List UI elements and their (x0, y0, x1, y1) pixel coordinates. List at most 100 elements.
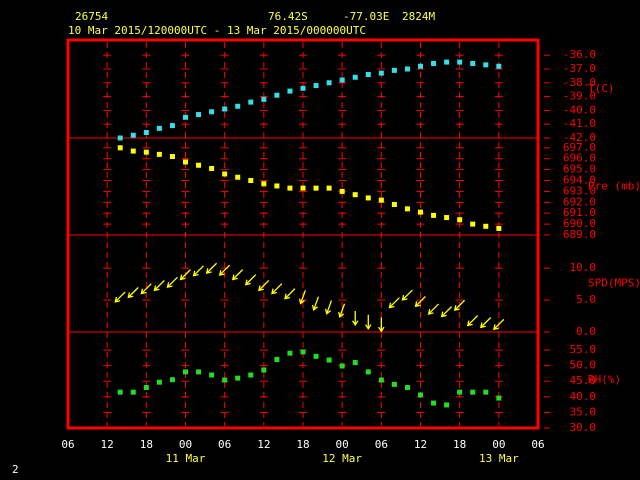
y-tick-label: -42.0 (563, 131, 596, 144)
panel-label: Pre (mb) (588, 180, 640, 193)
data-point (196, 369, 202, 375)
x-tick-label: 00 (179, 438, 192, 451)
y-tick-label: 35.0 (570, 405, 597, 418)
panel-label: T(C) (588, 82, 615, 95)
data-point (156, 379, 162, 385)
data-point (444, 215, 450, 221)
wind-arrow (378, 317, 385, 333)
data-point (117, 135, 123, 141)
data-point (470, 389, 476, 395)
data-point (483, 62, 489, 68)
wind-arrow (205, 262, 218, 274)
data-point (365, 369, 371, 375)
data-point (352, 74, 358, 80)
data-point (261, 96, 267, 102)
data-point (457, 59, 463, 65)
data-point (156, 125, 162, 131)
data-point (431, 212, 437, 218)
y-tick-label: 694.0 (563, 174, 596, 187)
data-point (313, 83, 319, 89)
wind-arrow (311, 296, 320, 312)
data-point (183, 369, 188, 375)
wind-arrow (231, 269, 244, 281)
data-point (183, 159, 188, 165)
data-point (339, 77, 345, 83)
data-point (248, 178, 254, 184)
x-tick-label: 18 (140, 438, 153, 451)
y-tick-label: 691.0 (563, 206, 596, 219)
data-point (483, 223, 489, 229)
wind-arrow (192, 265, 204, 277)
data-point (300, 85, 306, 91)
x-tick-label: 12 (414, 438, 427, 451)
x-tick-label: 06 (218, 438, 231, 451)
data-point (274, 92, 280, 98)
data-point (248, 372, 254, 378)
wind-arrow (258, 280, 270, 292)
data-point (352, 192, 358, 198)
wind-arrow (284, 288, 296, 300)
panel-label: SPD(MPS) (588, 277, 640, 290)
wind-arrow (153, 280, 165, 292)
data-point (209, 109, 215, 115)
latitude: 76.42S (268, 10, 308, 23)
wind-arrow (338, 303, 346, 319)
y-tick-label: -40.0 (563, 103, 596, 116)
data-point (196, 162, 202, 168)
wind-arrow (414, 295, 426, 308)
data-point (352, 360, 358, 366)
data-point (496, 63, 502, 69)
x-tick-label: 18 (296, 438, 309, 451)
wind-arrow (127, 287, 139, 299)
y-tick-label: -36.0 (563, 48, 596, 61)
data-point (444, 59, 450, 65)
y-tick-label: 10.0 (570, 261, 597, 274)
data-point (391, 201, 397, 207)
data-point (483, 389, 489, 395)
y-tick-label: -41.0 (563, 117, 596, 130)
data-point (287, 350, 293, 356)
period: 10 Mar 2015/120000UTC - 13 Mar 2015/0000… (68, 24, 366, 37)
data-point (431, 60, 437, 66)
data-point (261, 367, 267, 373)
data-point (235, 103, 241, 109)
wind-arrow (351, 310, 359, 327)
data-point (339, 363, 345, 369)
x-day-label: 13 Mar (479, 452, 519, 465)
y-tick-label: 30.0 (570, 421, 597, 434)
data-point (418, 63, 423, 69)
data-point (143, 149, 149, 155)
wind-arrow (388, 297, 400, 309)
data-point (169, 123, 175, 129)
data-point (235, 174, 241, 180)
data-point (326, 80, 332, 86)
y-tick-label: 45.0 (570, 374, 597, 387)
data-point (130, 148, 136, 154)
data-point (378, 377, 384, 383)
y-tick-label: -37.0 (563, 62, 596, 75)
data-point (365, 195, 371, 201)
data-point (496, 395, 502, 401)
data-point (326, 357, 332, 363)
wind-arrow (244, 274, 257, 286)
data-point (457, 389, 463, 395)
x-tick-label: 06 (531, 438, 544, 451)
y-tick-label: 0.0 (576, 325, 596, 338)
wind-arrow (440, 306, 453, 318)
wind-arrow (479, 317, 492, 329)
data-point (300, 185, 306, 191)
x-day-label: 12 Mar (322, 452, 362, 465)
data-point (261, 181, 267, 187)
data-point (169, 154, 175, 160)
data-point (496, 225, 502, 231)
data-point (209, 372, 215, 378)
data-point (378, 70, 384, 76)
data-point (130, 389, 136, 395)
wind-arrow (140, 283, 152, 295)
panel-label: RH(%) (588, 373, 621, 386)
data-point (313, 185, 319, 191)
data-point (404, 206, 410, 212)
data-point (183, 114, 188, 120)
data-point (169, 377, 175, 383)
